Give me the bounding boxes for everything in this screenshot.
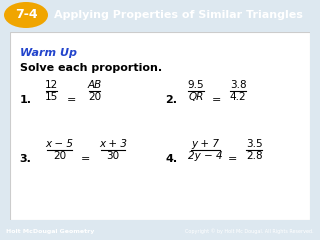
Text: Solve each proportion.: Solve each proportion. bbox=[20, 63, 162, 73]
Text: Holt McDougal Geometry: Holt McDougal Geometry bbox=[6, 228, 94, 234]
Text: 1.: 1. bbox=[20, 95, 32, 105]
Text: 30: 30 bbox=[106, 151, 119, 161]
Text: AB: AB bbox=[88, 80, 102, 90]
Text: 3.: 3. bbox=[20, 154, 31, 164]
Text: Warm Up: Warm Up bbox=[20, 48, 76, 58]
Text: =: = bbox=[81, 154, 91, 164]
Text: Applying Properties of Similar Triangles: Applying Properties of Similar Triangles bbox=[54, 10, 303, 20]
Text: Copyright © by Holt Mc Dougal. All Rights Reserved.: Copyright © by Holt Mc Dougal. All Right… bbox=[185, 228, 314, 234]
Text: 9.5: 9.5 bbox=[188, 80, 204, 90]
FancyBboxPatch shape bbox=[10, 32, 310, 220]
Text: =: = bbox=[228, 154, 237, 164]
Text: x + 3: x + 3 bbox=[99, 139, 127, 149]
Text: =: = bbox=[67, 95, 76, 105]
Text: 2.8: 2.8 bbox=[246, 151, 263, 161]
Text: 20: 20 bbox=[88, 92, 101, 102]
Text: 2y − 4: 2y − 4 bbox=[188, 151, 222, 161]
Text: =: = bbox=[212, 95, 221, 105]
Text: 7-4: 7-4 bbox=[15, 8, 37, 22]
Text: QR: QR bbox=[188, 92, 204, 102]
Text: 15: 15 bbox=[45, 92, 58, 102]
Text: 2.: 2. bbox=[165, 95, 177, 105]
Text: 4.2: 4.2 bbox=[230, 92, 246, 102]
Text: 20: 20 bbox=[53, 151, 66, 161]
Text: 3.8: 3.8 bbox=[230, 80, 246, 90]
Ellipse shape bbox=[4, 2, 48, 28]
Text: 3.5: 3.5 bbox=[246, 139, 263, 149]
Text: 12: 12 bbox=[45, 80, 58, 90]
Text: 4.: 4. bbox=[165, 154, 177, 164]
Text: x − 5: x − 5 bbox=[46, 139, 74, 149]
Text: y + 7: y + 7 bbox=[191, 139, 219, 149]
